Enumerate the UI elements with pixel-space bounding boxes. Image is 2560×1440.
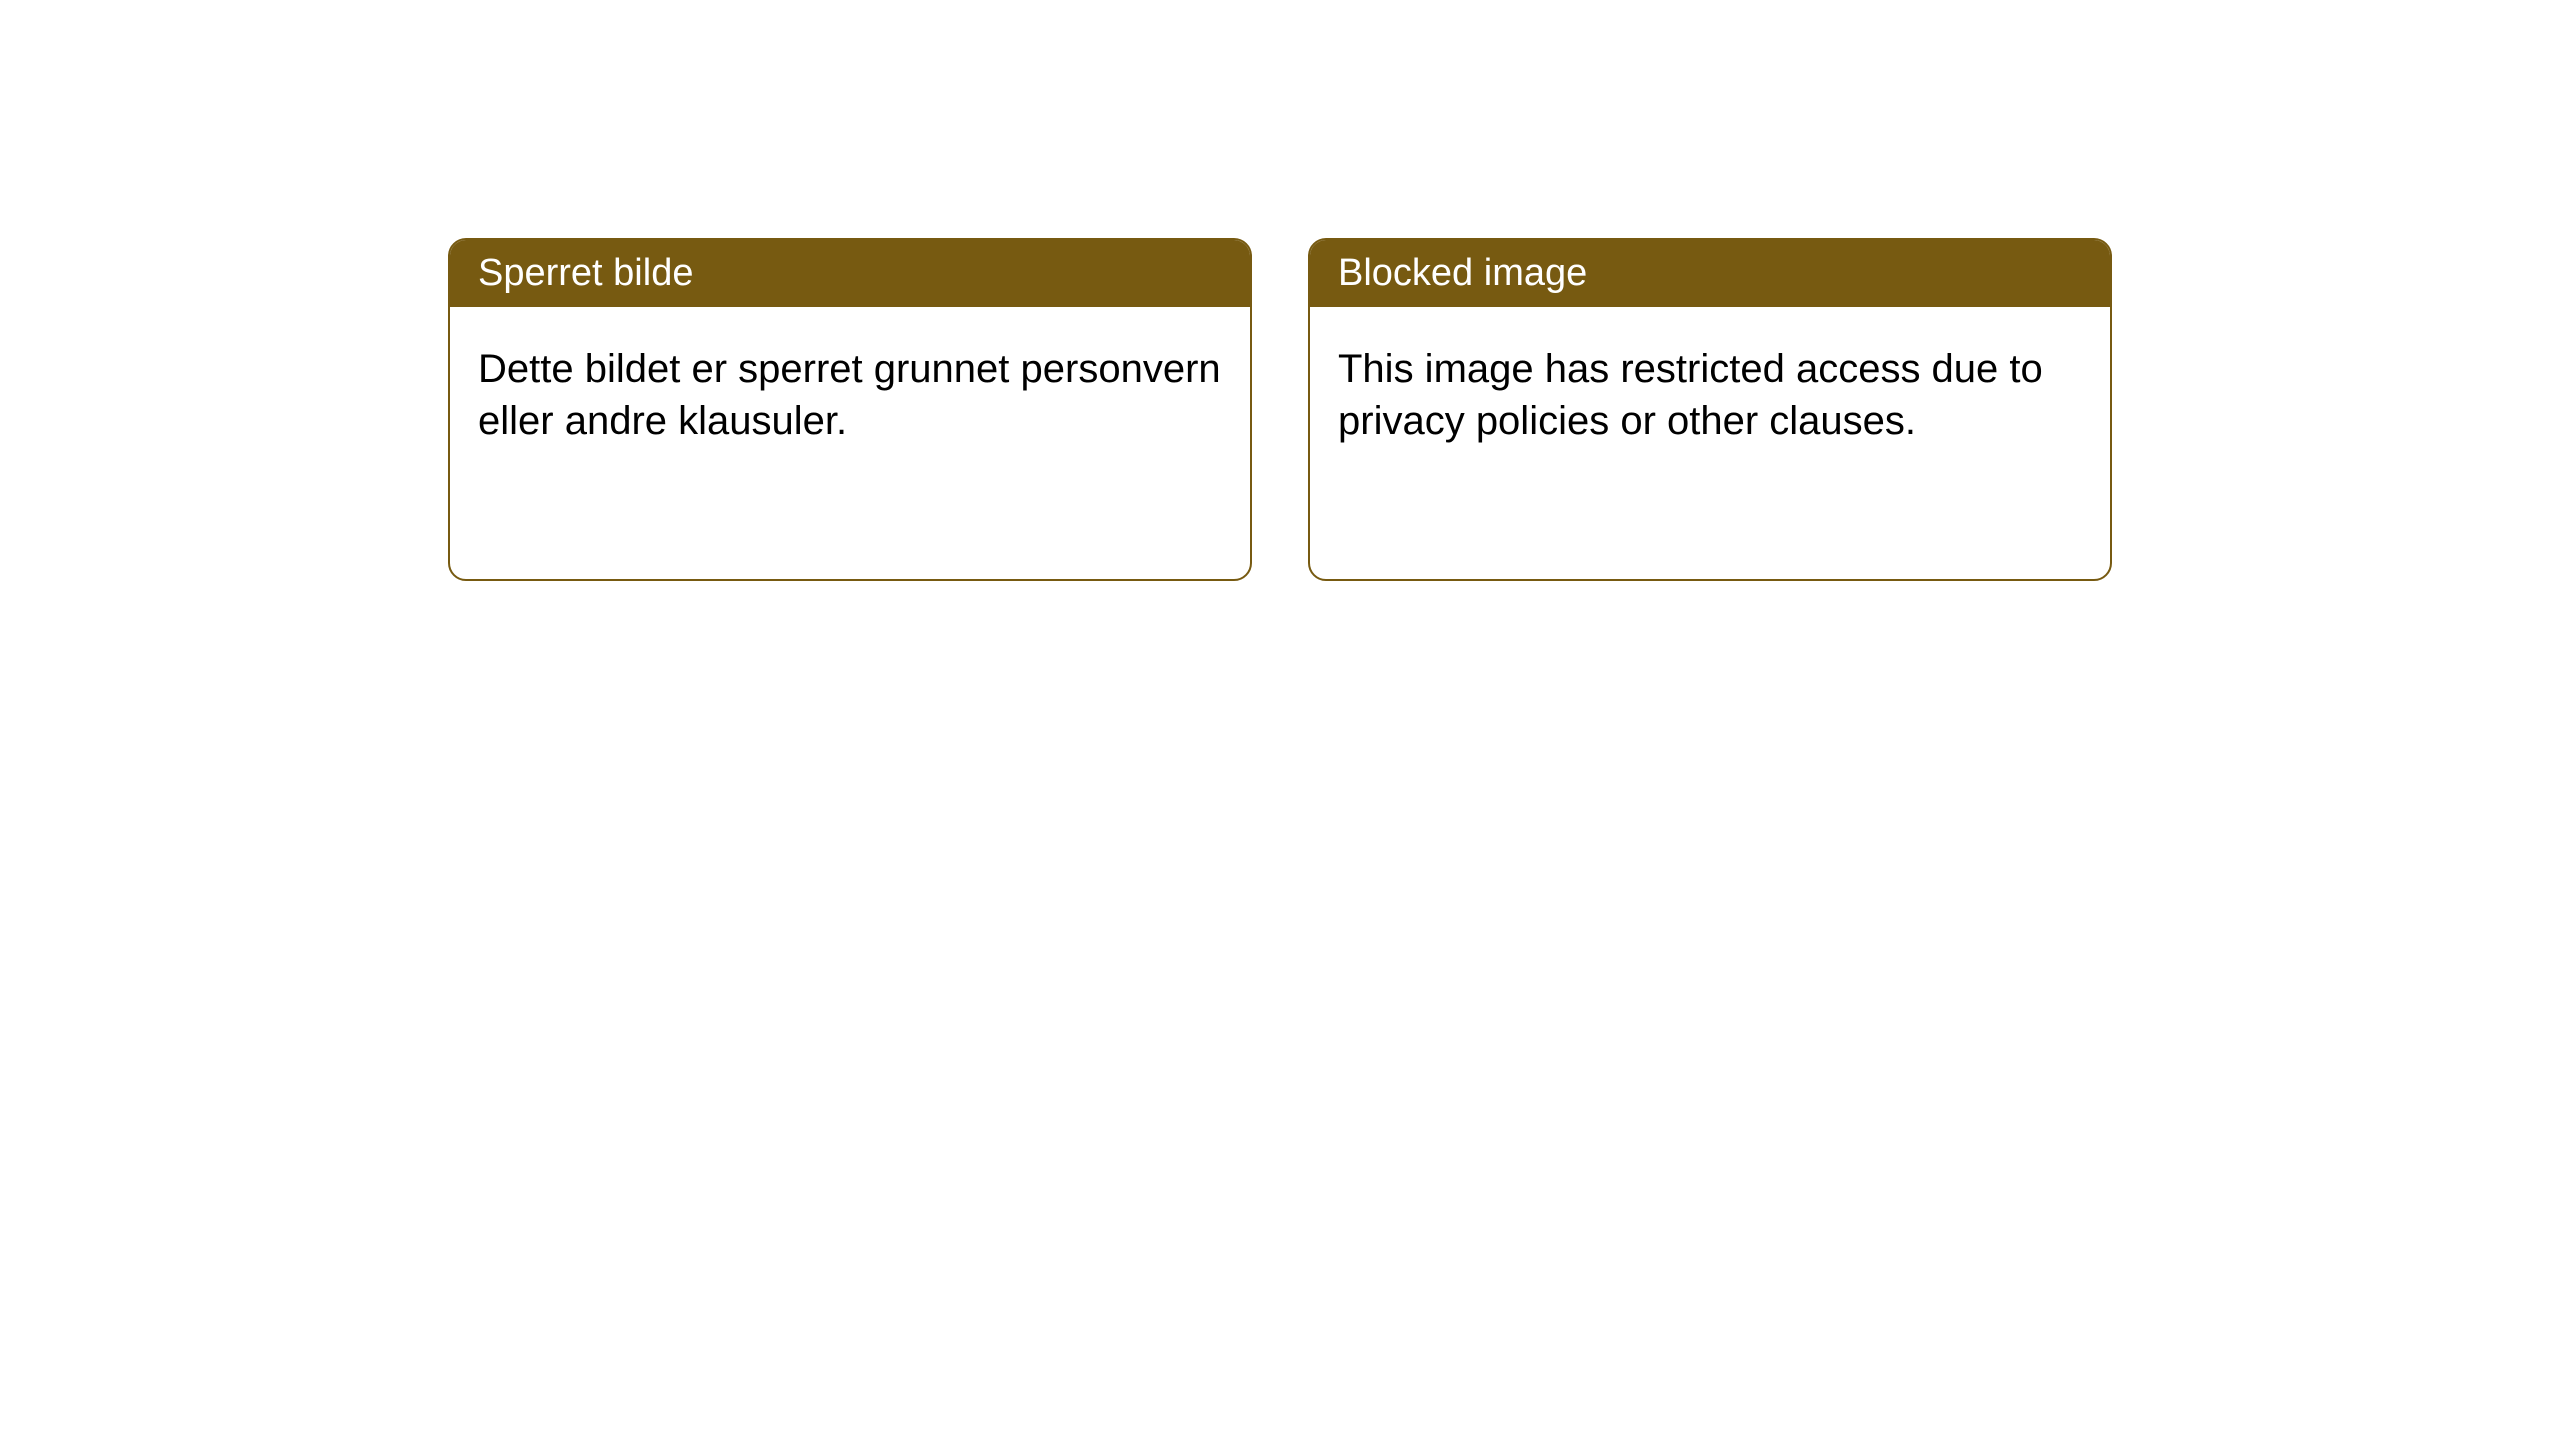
notice-body-text: This image has restricted access due to … xyxy=(1338,347,2043,443)
notice-header: Blocked image xyxy=(1310,240,2110,307)
notice-card-english: Blocked image This image has restricted … xyxy=(1308,238,2112,581)
notice-title: Blocked image xyxy=(1338,252,1587,294)
notice-body: Dette bildet er sperret grunnet personve… xyxy=(450,307,1250,579)
notice-body-text: Dette bildet er sperret grunnet personve… xyxy=(478,347,1221,443)
notice-container: Sperret bilde Dette bildet er sperret gr… xyxy=(0,0,2560,581)
notice-card-norwegian: Sperret bilde Dette bildet er sperret gr… xyxy=(448,238,1252,581)
notice-body: This image has restricted access due to … xyxy=(1310,307,2110,579)
notice-title: Sperret bilde xyxy=(478,252,693,294)
notice-header: Sperret bilde xyxy=(450,240,1250,307)
